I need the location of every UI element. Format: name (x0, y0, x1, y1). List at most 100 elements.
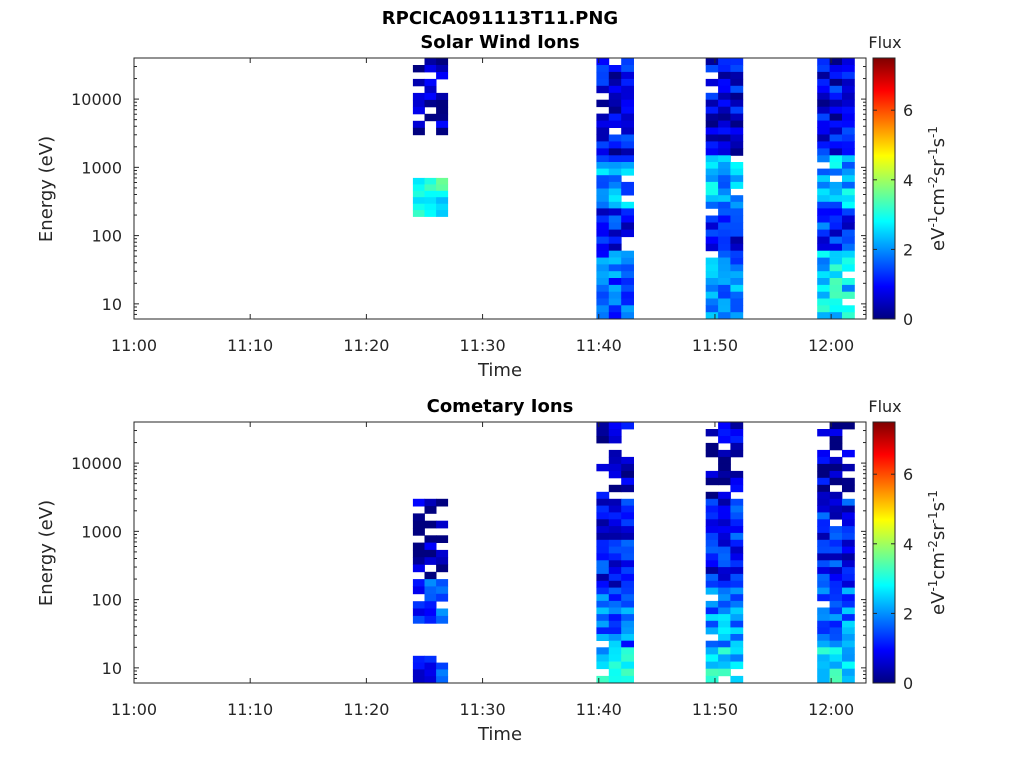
spectrogram-cell (817, 449, 830, 458)
spectrogram-cell (730, 250, 744, 258)
spectrogram-cell (412, 65, 425, 73)
spectrogram-cell (621, 141, 634, 149)
spectrogram-cell (829, 141, 843, 149)
spectrogram-cell (621, 229, 634, 238)
spectrogram-cell (608, 661, 622, 670)
spectrogram-cell (842, 675, 855, 684)
spectrogram-cell (608, 456, 622, 465)
spectrogram-cell (842, 519, 855, 527)
spectrogram-cell (817, 141, 830, 149)
spectrogram-cell (705, 134, 719, 142)
spectrogram-cell (608, 106, 622, 115)
spectrogram-cell (608, 298, 622, 306)
spectrogram-cell (608, 188, 622, 196)
spectrogram-cell (829, 78, 843, 87)
spectrogram-cell (829, 647, 843, 655)
spectrogram-cell (730, 436, 744, 444)
spectrogram-cell (842, 181, 855, 189)
spectrogram-cell (829, 201, 843, 209)
spectrogram-cell (621, 284, 634, 293)
spectrogram-cell (829, 634, 843, 641)
spectrogram-cell (424, 58, 437, 66)
spectrogram-cell (829, 580, 843, 588)
spectrogram-cell (424, 669, 437, 677)
spectrogram-cell (718, 640, 731, 648)
spectrogram-cell (596, 560, 610, 568)
spectrogram-cell (412, 669, 425, 677)
spectrogram-cell (829, 127, 843, 135)
spectrogram-cell (608, 553, 622, 561)
spectrogram-cell (705, 647, 719, 655)
spectrogram-cell (424, 601, 437, 609)
spectrogram-cell (817, 620, 830, 628)
spectrogram-cell (608, 201, 622, 209)
spectrogram-cell (718, 573, 731, 582)
spectrogram-cell (424, 78, 437, 87)
spectrogram-cell (718, 553, 731, 561)
spectrogram-cell (436, 557, 449, 565)
spectrogram-cell (829, 188, 843, 196)
spectrogram-cell (705, 661, 719, 670)
spectrogram-cell (730, 647, 744, 655)
spectrogram-cell (829, 71, 843, 80)
spectrogram-cell (424, 203, 437, 211)
spectrogram-cell (436, 127, 449, 136)
spectrogram-cell (842, 573, 855, 582)
spectrogram-cell (608, 573, 622, 582)
spectrogram-cell (730, 661, 744, 670)
spectrogram-cell (705, 120, 719, 128)
spectrogram-cell (412, 549, 425, 558)
spectrogram-cell (596, 127, 610, 135)
spectrogram-cell (621, 546, 634, 554)
spectrogram-cell (621, 188, 634, 196)
spectrogram-cell (718, 305, 731, 313)
spectrogram-cell (829, 305, 843, 313)
y-tick-label: 10000 (71, 454, 122, 473)
spectrogram-cell (424, 579, 437, 587)
spectrogram-cell (730, 634, 744, 641)
spectrogram-cell (436, 184, 449, 192)
spectrogram-cell (829, 278, 843, 286)
spectrogram-cell (817, 264, 830, 272)
spectrogram-cell (718, 668, 731, 677)
spectrogram-cell (718, 71, 731, 80)
spectrogram-cell (817, 614, 830, 622)
spectrogram-cell (705, 442, 719, 451)
spectrogram-cell (596, 498, 610, 506)
spectrogram-cell (842, 141, 855, 149)
spectrogram-cell (596, 264, 610, 272)
spectrogram-cell (621, 208, 634, 216)
spectrogram-cell (817, 236, 830, 245)
spectrogram-cell (730, 257, 744, 265)
spectrogram-cell (817, 127, 830, 135)
spectrogram-cell (608, 600, 622, 608)
spectrogram-cell (817, 284, 830, 293)
spectrogram-cell (621, 560, 634, 568)
spectrogram-cell (730, 654, 744, 662)
spectrogram-cell (608, 148, 622, 156)
spectrogram-cell (842, 647, 855, 655)
spectrogram-cell (829, 594, 843, 602)
spectrogram-cell (829, 620, 843, 628)
spectrogram-cell (730, 539, 744, 547)
spectrogram-cell (842, 85, 855, 94)
spectrogram-cell (817, 505, 830, 513)
spectrogram-cell (705, 505, 719, 513)
spectrogram-cell (705, 560, 719, 568)
spectrogram-cell (705, 607, 719, 615)
spectrogram-cell (412, 190, 425, 198)
spectrogram-cell (621, 519, 634, 527)
spectrogram-cell (621, 71, 634, 80)
spectrogram-cell (817, 305, 830, 313)
spectrogram-cell (718, 449, 731, 458)
spectrogram-cell (829, 271, 843, 279)
spectrogram-cell (829, 215, 843, 223)
spectrogram-cell (424, 593, 437, 602)
spectrogram-cell (621, 305, 634, 313)
spectrogram-cell (621, 526, 634, 534)
spectrogram-cell (412, 564, 425, 573)
spectrogram-cell (621, 298, 634, 306)
spectrogram-cell (705, 449, 719, 458)
spectrogram-cell (829, 58, 843, 66)
spectrogram-cell (842, 120, 855, 128)
